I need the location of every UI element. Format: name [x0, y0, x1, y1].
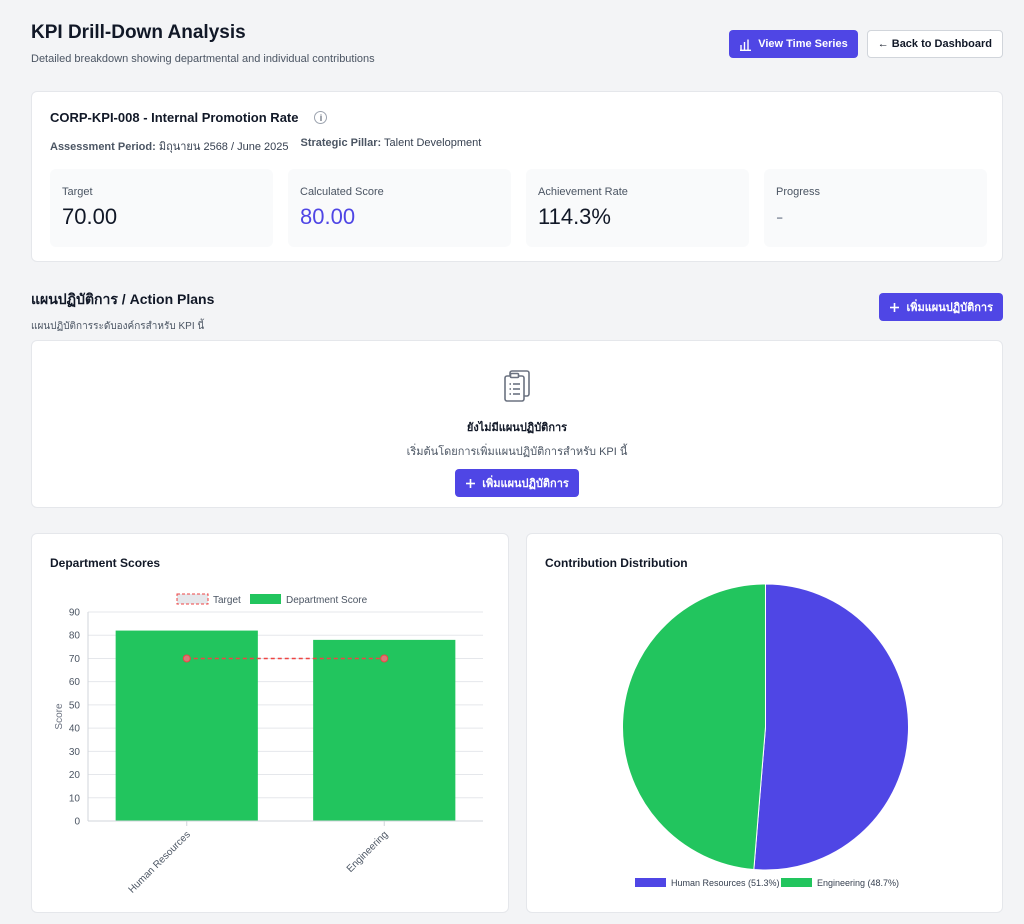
add-action-plan-label: เพิ่มแผนปฏิบัติการ [906, 302, 993, 314]
add-action-plan-button[interactable]: เพิ่มแผนปฏิบัติการ [879, 293, 1003, 321]
clipboard-list-icon [502, 369, 532, 408]
y-tick-label: 0 [74, 817, 80, 828]
y-tick-label: 90 [69, 608, 81, 619]
y-tick-label: 20 [69, 770, 81, 781]
y-tick-label: 50 [69, 700, 81, 711]
pie-slice [622, 583, 766, 871]
legend-swatch-target [176, 593, 209, 605]
contribution-distribution-title: Contribution Distribution [545, 556, 688, 570]
assessment-period: Assessment Period: มิถุนายน 2568 / June … [50, 141, 289, 153]
legend-swatch-department-score [250, 594, 281, 604]
info-icon[interactable]: i [314, 111, 328, 124]
plus-icon [465, 478, 476, 489]
action-plans-title: แผนปฏิบัติการ / Action Plans [31, 291, 215, 307]
back-to-dashboard-label: ← Back to Dashboard [877, 38, 992, 50]
y-tick-label: 70 [69, 654, 81, 665]
y-tick-label: 10 [69, 793, 81, 804]
page-header: KPI Drill-Down Analysis Detailed breakdo… [31, 22, 1003, 72]
target-point [380, 654, 389, 663]
y-tick-label: 40 [69, 724, 81, 735]
legend-swatch [635, 878, 666, 887]
target-point [182, 654, 191, 663]
action-plans-header: แผนปฏิบัติการ / Action Plans แผนปฏิบัติก… [31, 289, 214, 334]
kpi-title: CORP-KPI-008 - Internal Promotion Rate [50, 110, 299, 125]
y-tick-label: 60 [69, 677, 81, 688]
pie-slice [753, 583, 909, 871]
action-plans-subtitle: แผนปฏิบัติการระดับองค์กรสำหรับ KPI นี้ [31, 321, 205, 332]
view-time-series-button[interactable]: View Time Series [729, 30, 858, 58]
x-tick-label: Human Resources [127, 829, 193, 895]
metric-row: Target 70.00 Calculated Score 80.00 Achi… [50, 169, 987, 247]
legend-swatch [781, 878, 812, 887]
y-tick-label: 30 [69, 747, 81, 758]
page-subtitle: Detailed breakdown showing departmental … [31, 53, 375, 65]
x-tick-label: Engineering [345, 829, 391, 875]
strategic-pillar: Strategic Pillar: Talent Development [300, 137, 482, 149]
legend-label: Engineering (48.7%) [817, 878, 899, 888]
department-scores-chart: 0 10 20 30 40 50 60 70 80 90 Score Human Resources E… [54, 593, 483, 896]
back-to-dashboard-button[interactable]: ← Back to Dashboard [866, 30, 1003, 58]
empty-state-subtitle: เริ่มต้นโดยการเพิ่มแผนปฏิบัติการสำหรับ K… [406, 446, 628, 458]
legend-label: Human Resources (51.3%) [671, 878, 780, 888]
y-tick-label: 80 [69, 631, 81, 642]
action-plans-empty-state: ยังไม่มีแผนปฏิบัติการ เริ่มต้นโดยการเพิ่… [31, 340, 1003, 508]
empty-add-action-plan-label: เพิ่มแผนปฏิบัติการ [482, 478, 569, 490]
empty-state-title: ยังไม่มีแผนปฏิบัติการ [466, 422, 568, 434]
contribution-distribution-card: Contribution Distribution Human Resource… [526, 533, 1003, 913]
legend-label-department-score: Department Score [286, 595, 368, 606]
empty-state-content: ยังไม่มีแผนปฏิบัติการ เริ่มต้นโดยการเพิ่… [32, 369, 1002, 497]
department-scores-title: Department Scores [50, 556, 161, 570]
empty-add-action-plan-button[interactable]: เพิ่มแผนปฏิบัติการ [455, 469, 579, 497]
header-actions: View Time Series ← Back to Dashboard [729, 30, 1003, 58]
view-time-series-label: View Time Series [758, 38, 848, 50]
page-title: KPI Drill-Down Analysis [31, 22, 246, 43]
contribution-distribution-chart: Human Resources (51.3%) Engineering (48.7… [622, 583, 909, 888]
kpi-title-row: CORP-KPI-008 - Internal Promotion Rate i [50, 110, 328, 125]
plus-icon [889, 302, 900, 313]
metric-progress: Progress - [764, 169, 987, 247]
bar-chart-icon [739, 38, 752, 51]
kpi-meta: Assessment Period: มิถุนายน 2568 / June … [50, 137, 481, 155]
kpi-summary-card: CORP-KPI-008 - Internal Promotion Rate i… [31, 91, 1003, 262]
metric-calculated-score: Calculated Score 80.00 [288, 169, 511, 247]
metric-target: Target 70.00 [50, 169, 273, 247]
legend-label-target: Target [213, 595, 241, 606]
metric-achievement-rate: Achievement Rate 114.3% [526, 169, 749, 247]
department-scores-card: Department Scores 0 10 20 30 40 50 60 70 80 90 Sco… [31, 533, 509, 913]
y-axis-label: Score [54, 703, 65, 730]
bar [313, 639, 456, 821]
